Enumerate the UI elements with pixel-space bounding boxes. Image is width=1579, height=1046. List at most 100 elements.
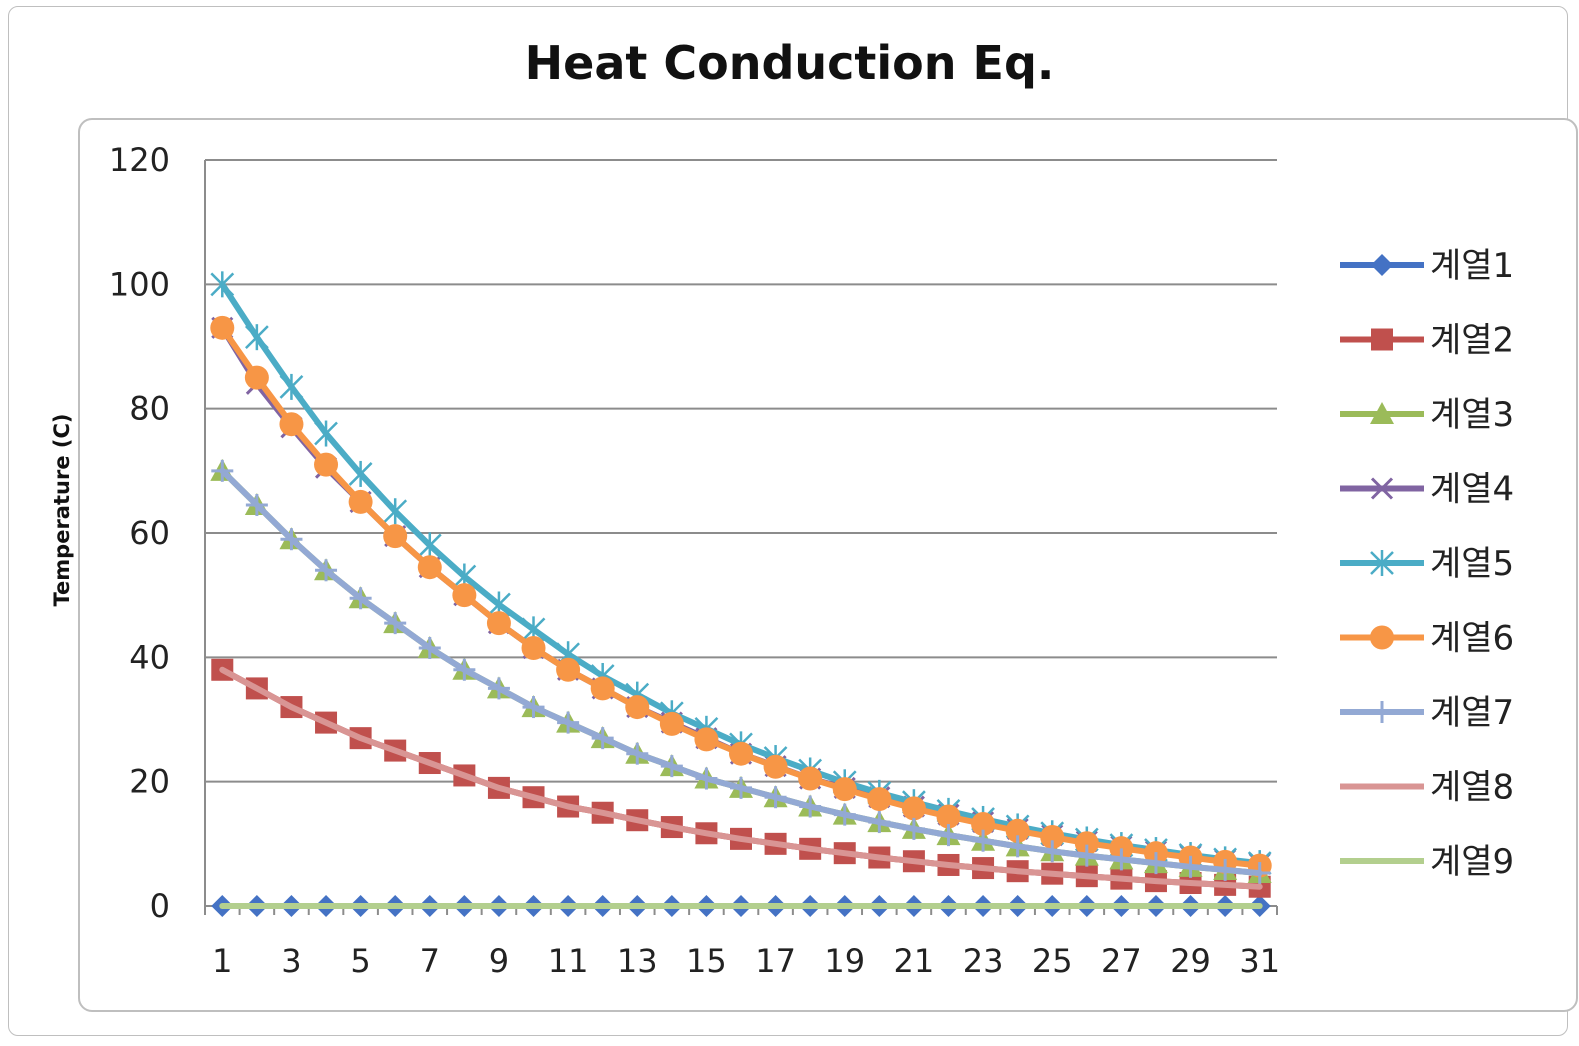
data-point	[833, 803, 856, 826]
data-point	[1248, 862, 1271, 885]
data-point	[521, 636, 546, 661]
data-point	[868, 811, 891, 834]
data-point	[383, 524, 408, 549]
data-point	[695, 767, 718, 790]
data-point	[694, 727, 719, 752]
data-point	[1075, 844, 1098, 867]
data-point	[936, 804, 961, 829]
data-point	[625, 695, 650, 720]
legend-entry-5: 계열5	[1340, 544, 1514, 584]
legend-marker	[1370, 477, 1394, 500]
series-line	[219, 666, 1263, 890]
legend: 계열1 계열2 계열3 계열4 계열5 계열6 계열7 계열8 계열9	[1340, 246, 1514, 882]
data-point	[556, 657, 581, 682]
data-point	[626, 742, 649, 765]
data-point	[832, 777, 857, 802]
data-point	[522, 696, 545, 719]
legend-label: 계열9	[1430, 842, 1514, 882]
data-point	[349, 587, 372, 610]
series-group	[210, 271, 1272, 917]
data-point	[486, 611, 511, 636]
data-point	[591, 727, 614, 750]
legend-label: 계열1	[1430, 246, 1514, 286]
x-tick-label: 7	[420, 942, 440, 980]
legend-marker	[1371, 701, 1393, 723]
data-point	[729, 741, 753, 766]
legend-marker	[1371, 328, 1393, 351]
data-point	[453, 658, 476, 681]
data-point	[971, 811, 996, 836]
legend-label: 계열4	[1430, 470, 1514, 510]
x-tick-label: 1	[212, 942, 232, 980]
y-tick-label: 0	[150, 887, 170, 925]
data-point	[1110, 848, 1133, 871]
data-point	[1179, 855, 1202, 878]
legend-label: 계열7	[1430, 693, 1514, 733]
data-point	[901, 796, 926, 821]
legend-entry-3: 계열3	[1340, 395, 1514, 435]
data-point	[383, 498, 408, 525]
data-point	[1005, 818, 1030, 843]
gridlines	[205, 159, 1277, 783]
data-point	[487, 677, 510, 700]
y-tick-label: 80	[129, 390, 170, 428]
x-tick-label: 5	[350, 942, 370, 980]
data-point	[1040, 824, 1065, 849]
data-point	[245, 494, 268, 517]
legend-entry-2: 계열2	[1340, 321, 1514, 361]
data-point	[557, 711, 580, 734]
series-8	[219, 666, 1263, 890]
y-tick-label: 120	[109, 141, 170, 179]
series-7	[211, 459, 1271, 885]
legend-entry-9: 계열9	[1340, 842, 1514, 882]
x-tick-label: 15	[686, 942, 727, 980]
data-point	[1144, 852, 1167, 875]
data-point	[210, 315, 235, 340]
data-point	[937, 824, 960, 847]
data-point	[798, 766, 823, 791]
series-6	[210, 315, 1272, 878]
data-point	[1109, 836, 1134, 861]
x-tick-label: 29	[1170, 942, 1211, 980]
data-point	[902, 817, 925, 840]
x-tick-label: 23	[963, 942, 1004, 980]
series-line	[219, 467, 1263, 877]
data-point	[1041, 840, 1064, 863]
legend-marker	[1371, 254, 1393, 276]
y-tick-label: 60	[129, 514, 170, 552]
legend-entry-7: 계열7	[1340, 693, 1514, 733]
x-tick-label: 25	[1032, 942, 1073, 980]
data-point	[211, 459, 234, 482]
data-point	[763, 754, 788, 779]
data-point	[730, 776, 752, 799]
data-point	[764, 786, 787, 809]
legend-label: 계열8	[1430, 768, 1514, 808]
legend-label: 계열2	[1430, 321, 1514, 361]
legend-label: 계열5	[1430, 544, 1514, 584]
data-point	[1214, 858, 1237, 881]
y-tick-label: 20	[129, 763, 170, 801]
y-tick-label: 40	[129, 638, 170, 676]
data-point	[314, 420, 338, 447]
x-tick-label: 27	[1101, 942, 1142, 980]
legend-entry-6: 계열6	[1340, 619, 1514, 659]
data-point	[348, 489, 373, 514]
data-point	[244, 324, 269, 351]
data-point	[418, 637, 441, 660]
data-point	[660, 755, 683, 778]
data-point	[1006, 835, 1029, 858]
data-point	[417, 532, 442, 559]
series-line	[219, 467, 1263, 877]
legend-entry-1: 계열1	[1340, 246, 1514, 286]
data-point	[384, 612, 407, 635]
data-point	[1074, 831, 1099, 856]
data-point	[244, 365, 269, 390]
data-point	[417, 555, 442, 580]
data-point	[279, 412, 304, 437]
series-3	[210, 458, 1272, 884]
data-point	[659, 711, 684, 736]
legend-marker	[1370, 402, 1394, 424]
chart-title: Heat Conduction Eq.	[524, 36, 1055, 90]
